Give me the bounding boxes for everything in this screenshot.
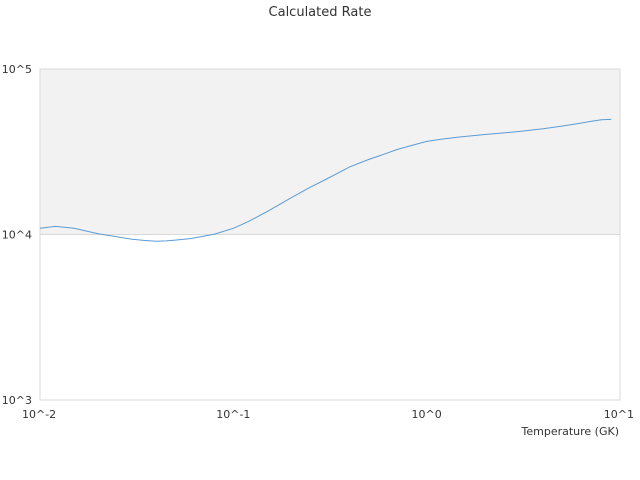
rate-series-line <box>39 118 612 242</box>
y-tick-label: 10^5 <box>2 63 32 76</box>
plot-area-border <box>39 68 621 401</box>
x-tick-label: 10^-1 <box>216 408 250 421</box>
upper-decade-band <box>40 69 620 235</box>
x-axis-label: Temperature (GK) <box>521 425 620 438</box>
y-tick-label: 10^3 <box>2 394 32 407</box>
x-tick-label: 10^-2 <box>22 408 56 421</box>
x-tick-label: 10^0 <box>412 408 442 421</box>
x-tick-label: 10^1 <box>604 408 634 421</box>
y-axis-ticks: 10^3 10^4 10^5 <box>2 63 32 407</box>
chart-title: Calculated Rate <box>269 5 372 20</box>
x-axis-ticks: 10^-2 10^-1 10^0 10^1 <box>22 408 634 421</box>
y-tick-label: 10^4 <box>2 229 32 242</box>
